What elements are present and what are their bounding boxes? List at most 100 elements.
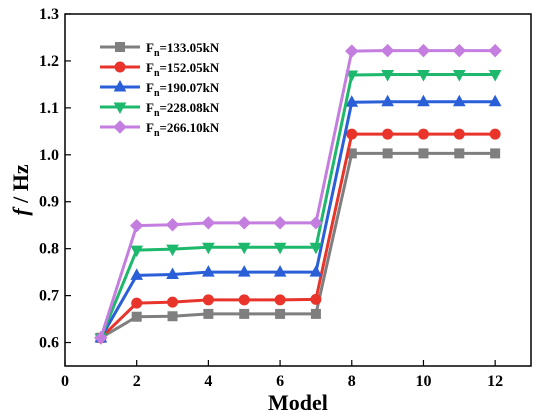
data-point: [238, 294, 250, 306]
data-point: [310, 293, 322, 305]
data-point: [452, 43, 467, 58]
data-point: [452, 70, 466, 82]
data-point: [345, 95, 359, 107]
series-1: [95, 148, 501, 343]
legend-label-sub: n: [154, 48, 160, 59]
legend-label: Fn=266.10kN: [146, 120, 220, 139]
data-point: [452, 94, 466, 107]
y-tick-label: 1.0: [39, 147, 59, 164]
data-point: [309, 216, 323, 230]
series-line: [99, 73, 496, 339]
series-layer: [94, 43, 502, 345]
data-point: [417, 128, 429, 140]
plot-frame: [64, 13, 532, 367]
y-axis-title-unit: / Hz: [8, 164, 33, 208]
data-point: [488, 70, 502, 82]
y-tick-label: 0.9: [39, 194, 59, 211]
series-4: [94, 70, 502, 345]
legend-label-rest: =152.05kN: [160, 60, 220, 75]
legend-label-main: F: [146, 120, 154, 135]
series-line: [99, 132, 496, 339]
data-point: [488, 94, 502, 107]
data-point: [202, 242, 215, 255]
data-point: [490, 148, 501, 159]
data-point: [131, 311, 142, 322]
series-line: [99, 100, 496, 339]
data-point: [489, 128, 501, 140]
data-point: [237, 242, 251, 255]
data-point: [417, 94, 430, 107]
y-axis-ticks: 0.6 0.7 0.8 0.9 1.0 1.1 1.2 1.3: [39, 6, 71, 352]
x-tick-label: 12: [487, 373, 503, 390]
legend-label-main: F: [146, 60, 154, 75]
data-point: [166, 244, 179, 257]
y-axis-title: f / Hz: [8, 164, 33, 216]
x-tick-label: 2: [133, 373, 141, 390]
y-tick-label: 0.8: [39, 241, 59, 258]
data-point: [202, 294, 214, 306]
y-tick-label: 1.2: [39, 53, 59, 70]
data-point: [380, 43, 395, 58]
data-point: [309, 265, 323, 277]
data-point: [166, 267, 179, 279]
data-point: [345, 70, 359, 83]
legend-item: Fn=190.07kN: [100, 79, 220, 99]
data-point: [453, 128, 465, 140]
data-point: [130, 268, 144, 280]
x-axis-ticks: 0 2 4 6 8 10 12: [61, 360, 503, 390]
y-axis-title-italic: f: [8, 206, 33, 216]
data-point: [94, 331, 108, 345]
data-point: [310, 308, 321, 319]
x-tick-label: 10: [415, 373, 431, 390]
data-point: [275, 308, 286, 319]
legend-label-rest: =133.05kN: [160, 40, 220, 55]
legend-swatch-marker: [113, 120, 127, 134]
x-tick-label: 0: [61, 373, 69, 390]
data-point: [346, 128, 358, 140]
legend-label-sub: n: [154, 128, 160, 139]
data-point: [167, 296, 179, 308]
legend-label-sub: n: [154, 108, 160, 119]
data-point: [309, 242, 323, 255]
legend-label: Fn=152.05kN: [146, 60, 220, 79]
data-point: [165, 218, 180, 232]
legend-item: Fn=152.05kN: [100, 60, 220, 79]
data-point: [131, 297, 143, 309]
data-point: [237, 216, 251, 230]
legend-label-rest: =266.10kN: [160, 120, 220, 135]
data-point: [129, 218, 144, 233]
data-point: [130, 245, 144, 258]
legend-item: Fn=133.05kN: [100, 40, 220, 59]
y-tick-label: 0.6: [39, 335, 59, 352]
data-point: [273, 265, 287, 277]
data-point: [274, 294, 286, 306]
legend-label-rest: =190.07kN: [160, 80, 220, 95]
legend-swatch-marker: [114, 61, 126, 73]
data-point: [239, 308, 250, 319]
series-2: [95, 128, 501, 344]
legend-label-main: F: [146, 80, 154, 95]
series-5: [94, 43, 502, 345]
x-axis-title: Model: [268, 390, 328, 415]
legend-label-sub: n: [154, 88, 160, 99]
data-point: [237, 265, 251, 277]
y-tick-label: 1.1: [39, 100, 59, 117]
data-point: [201, 216, 216, 230]
data-point: [202, 265, 215, 277]
data-point: [203, 308, 214, 319]
data-point: [381, 94, 394, 107]
x-tick-label: 4: [204, 373, 212, 390]
data-point: [381, 70, 394, 82]
data-point: [382, 148, 393, 159]
data-point: [488, 43, 502, 58]
data-point: [167, 311, 178, 322]
data-point: [454, 148, 465, 159]
legend-swatch-marker: [113, 102, 127, 115]
legend-swatch-marker: [115, 42, 125, 52]
data-point: [273, 216, 287, 230]
legend-label: Fn=228.08kN: [146, 100, 220, 119]
y-tick-label: 0.7: [39, 288, 59, 305]
data-point: [418, 148, 429, 159]
legend-item: Fn=228.08kN: [100, 100, 220, 119]
